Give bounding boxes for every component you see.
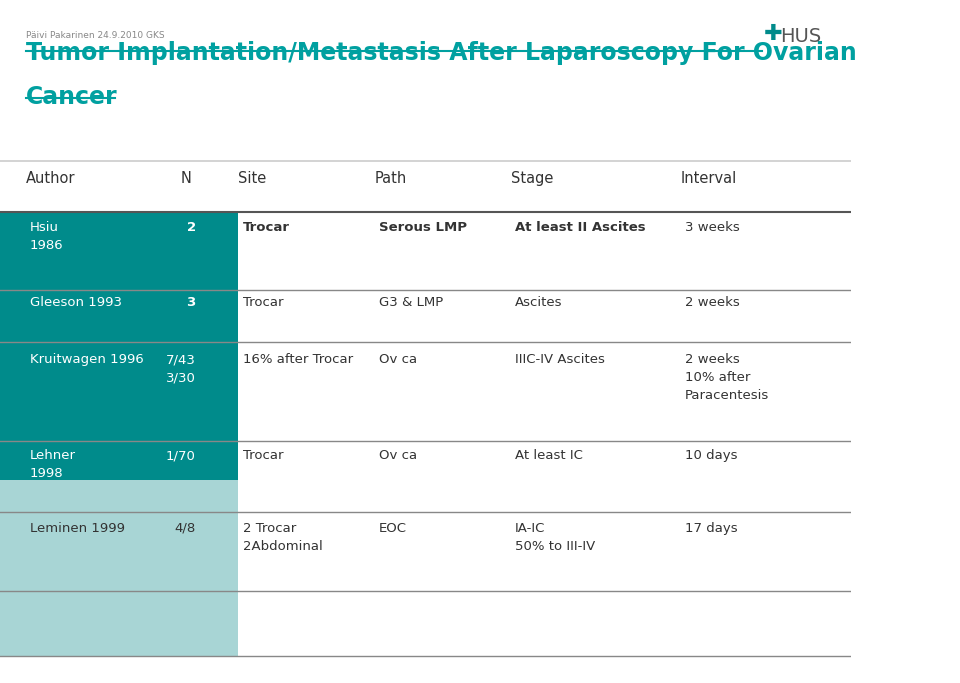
Text: Gleeson 1993: Gleeson 1993	[30, 296, 122, 309]
Text: G3 & LMP: G3 & LMP	[378, 296, 443, 309]
Text: Cancer: Cancer	[26, 85, 117, 109]
Bar	[0, 212, 238, 290]
Bar	[0, 512, 238, 591]
Text: 1/70: 1/70	[166, 449, 196, 462]
Text: Trocar: Trocar	[243, 221, 290, 234]
Text: Path: Path	[374, 171, 407, 186]
Text: 17 days: 17 days	[685, 522, 737, 535]
Text: Stage: Stage	[511, 171, 553, 186]
Bar	[0, 441, 238, 480]
Text: EOC: EOC	[378, 522, 407, 535]
Text: Author: Author	[26, 171, 75, 186]
Text: Hsiu
1986: Hsiu 1986	[30, 221, 63, 252]
Text: Serous LMP: Serous LMP	[378, 221, 467, 234]
Text: 2 weeks: 2 weeks	[685, 296, 740, 309]
Text: Interval: Interval	[681, 171, 737, 186]
Bar	[0, 591, 238, 656]
Text: At least II Ascites: At least II Ascites	[515, 221, 645, 234]
Text: Ascites: Ascites	[515, 296, 563, 309]
Text: Trocar: Trocar	[243, 296, 283, 309]
Text: N: N	[180, 171, 191, 186]
Text: 4/8: 4/8	[175, 522, 196, 535]
Text: 3 weeks: 3 weeks	[685, 221, 740, 234]
Bar	[0, 342, 238, 441]
Text: IA-IC
50% to III-IV: IA-IC 50% to III-IV	[515, 522, 595, 553]
Text: 16% after Trocar: 16% after Trocar	[243, 353, 352, 366]
Text: Kruitwagen 1996: Kruitwagen 1996	[30, 353, 144, 366]
Text: Trocar: Trocar	[243, 449, 283, 462]
Text: Päivi Pakarinen 24.9.2010 GKS: Päivi Pakarinen 24.9.2010 GKS	[26, 31, 164, 40]
Bar	[0, 480, 238, 512]
Text: Site: Site	[238, 171, 267, 186]
Text: 2 Trocar
2Abdominal: 2 Trocar 2Abdominal	[243, 522, 323, 553]
Text: Leminen 1999: Leminen 1999	[30, 522, 125, 535]
Text: HUS: HUS	[780, 27, 821, 46]
Text: 2: 2	[186, 221, 196, 234]
Text: Ov ca: Ov ca	[378, 353, 417, 366]
Text: 7/43
3/30: 7/43 3/30	[166, 353, 196, 385]
Text: Tumor Implantation/Metastasis After Laparoscopy For Ovarian: Tumor Implantation/Metastasis After Lapa…	[26, 41, 856, 65]
Bar	[0, 290, 238, 342]
Text: 3: 3	[186, 296, 196, 309]
Text: 2 weeks
10% after
Paracentesis: 2 weeks 10% after Paracentesis	[685, 353, 769, 402]
Text: ✚: ✚	[764, 24, 782, 44]
Text: 10 days: 10 days	[685, 449, 737, 462]
Text: Ov ca: Ov ca	[378, 449, 417, 462]
Text: At least IC: At least IC	[515, 449, 583, 462]
Text: Lehner
1998: Lehner 1998	[30, 449, 76, 480]
Text: IIIC-IV Ascites: IIIC-IV Ascites	[515, 353, 605, 366]
